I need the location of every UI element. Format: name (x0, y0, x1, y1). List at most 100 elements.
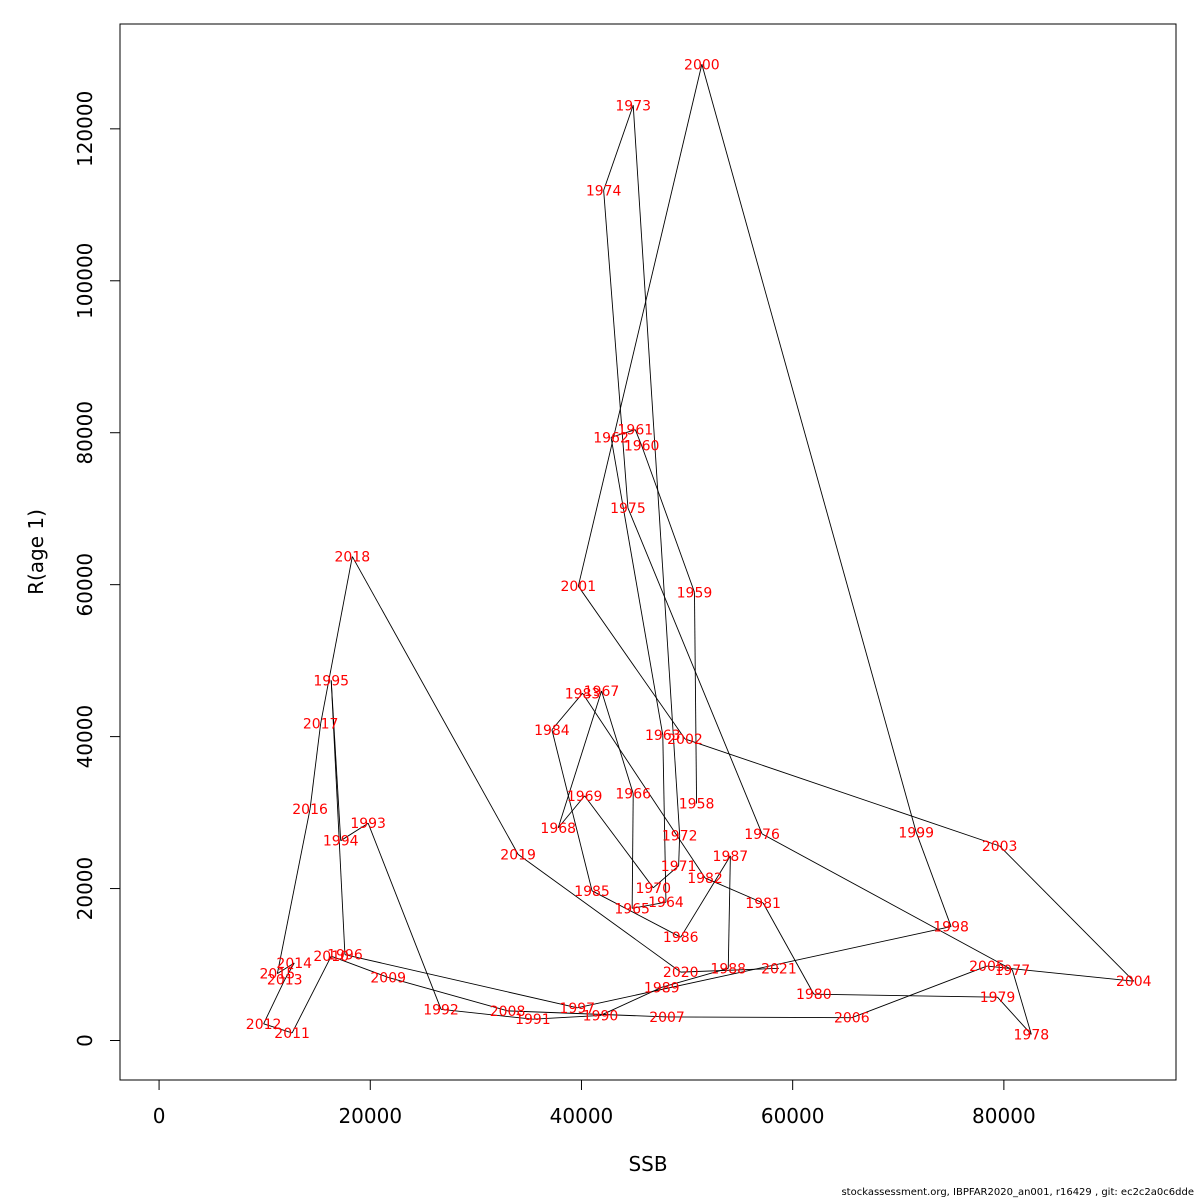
trajectory-segment-1995-1996 (330, 680, 346, 955)
trajectory-segment-1971-1972 (678, 835, 681, 866)
trajectory-segment-1991-1992 (440, 1008, 533, 1020)
trajectory-segment-2000-2001 (577, 64, 703, 587)
year-label-1965: 1965 (614, 901, 650, 917)
year-label-1980: 1980 (796, 987, 832, 1003)
year-label-1990: 1990 (583, 1008, 619, 1024)
trajectory-segment-2006-2007 (667, 1016, 852, 1019)
trajectory-segment-1976-1977 (761, 833, 1013, 971)
year-label-1959: 1959 (677, 585, 713, 601)
y-tick-label-100000: 100000 (73, 243, 97, 319)
year-label-1964: 1964 (648, 895, 684, 911)
trajectory-segment-2008-2009 (388, 977, 508, 1012)
trajectory-segment-1997-1998 (577, 926, 952, 1009)
trajectory-segment-1977-1978 (1011, 969, 1032, 1035)
year-label-1972: 1972 (662, 828, 698, 844)
year-label-1993: 1993 (350, 816, 386, 832)
x-tick-label-20000: 20000 (338, 1104, 402, 1128)
trajectory-segment-1969-1970 (584, 795, 654, 889)
trajectory-segment-2016-2017 (309, 723, 322, 809)
y-tick-label-20000: 20000 (73, 857, 97, 921)
y-tick-label-40000: 40000 (73, 705, 97, 769)
x-axis-title: SSB (628, 1152, 667, 1176)
trajectory-segment-1999-2000 (701, 64, 917, 833)
trajectory-segment-2003-2004 (999, 845, 1135, 982)
y-axis: 0 20000 40000 60000 80000 100000 120000 (73, 91, 121, 1047)
year-label-2015: 2015 (260, 967, 296, 983)
trajectory-segment-1964-1965 (632, 901, 667, 909)
trajectory-segment-1965-1966 (631, 793, 634, 909)
trajectory-segment-1987-1988 (727, 855, 731, 969)
trajectory-line-group (263, 64, 1135, 1035)
year-label-1977: 1977 (994, 963, 1030, 979)
year-label-1960: 1960 (624, 439, 660, 455)
year-label-1979: 1979 (980, 990, 1016, 1006)
trajectory-segment-1996-1997 (344, 954, 578, 1009)
year-label-1966: 1966 (615, 787, 651, 803)
trajectory-segment-2013-2014 (284, 962, 295, 980)
trajectory-segment-2012-2013 (263, 979, 286, 1024)
y-tick-label-80000: 80000 (73, 401, 97, 465)
year-label-1989: 1989 (644, 980, 680, 996)
year-label-2017: 2017 (303, 717, 339, 733)
year-label-1985: 1985 (574, 884, 610, 900)
trajectory-segment-1998-1999 (915, 832, 952, 927)
trajectory-segment-1988-1989 (661, 967, 729, 988)
year-label-2004: 2004 (1116, 974, 1152, 990)
year-label-2020: 2020 (663, 965, 699, 981)
trajectory-segment-1962-1963 (610, 437, 664, 736)
year-label-2018: 2018 (334, 550, 370, 566)
trajectory-segment-2001-2002 (577, 585, 686, 740)
year-label-2003: 2003 (982, 839, 1018, 855)
trajectory-segment-2005-2006 (851, 965, 988, 1019)
trajectory-segment-1974-1975 (603, 190, 629, 508)
trajectory-segment-1966-1967 (601, 690, 634, 794)
year-label-1974: 1974 (586, 183, 622, 199)
year-label-1983: 1983 (565, 686, 601, 702)
plot-frame (119, 23, 1177, 1081)
trajectory-segment-1967-1968 (557, 690, 602, 828)
trajectory-segment-1968-1969 (557, 795, 585, 829)
y-tick-label-0: 0 (73, 1034, 97, 1047)
trajectory-segment-2017-2018 (320, 556, 353, 724)
trajectory-segment-2009-2010 (331, 955, 389, 978)
trajectory-segment-1958-1959 (694, 592, 698, 804)
trajectory-segment-1986-1987 (680, 855, 731, 938)
year-label-2019: 2019 (500, 847, 536, 863)
trajectory-segment-1992-1993 (367, 823, 442, 1010)
year-label-2002: 2002 (667, 732, 703, 748)
trajectory-segment-2010-2011 (291, 955, 332, 1034)
trajectory-segment-1978-1979 (997, 996, 1032, 1035)
year-label-1976: 1976 (744, 827, 780, 843)
trajectory-segment-2019-2020 (517, 854, 681, 973)
year-label-1967: 1967 (584, 684, 620, 700)
year-label-2016: 2016 (292, 802, 328, 818)
year-label-1958: 1958 (679, 796, 715, 812)
trajectory-segment-1993-1994 (340, 822, 369, 842)
year-label-2014: 2014 (276, 956, 312, 972)
year-label-1962: 1962 (593, 430, 629, 446)
y-axis-title: R(age 1) (24, 509, 48, 595)
year-label-1968: 1968 (540, 821, 576, 837)
year-label-2005: 2005 (969, 959, 1005, 975)
year-label-2008: 2008 (490, 1004, 526, 1020)
trajectory-segment-1980-1981 (762, 902, 815, 995)
year-label-2012: 2012 (246, 1017, 282, 1033)
year-label-1971: 1971 (661, 859, 697, 875)
trajectory-segment-1973-1974 (603, 105, 634, 191)
year-label-1992: 1992 (423, 1002, 459, 1018)
year-label-1970: 1970 (635, 881, 671, 897)
year-label-2009: 2009 (370, 970, 406, 986)
trajectory-segment-1972-1973 (632, 105, 681, 836)
trajectory-segment-2018-2019 (351, 556, 519, 855)
year-label-1975: 1975 (610, 501, 646, 517)
year-label-1981: 1981 (745, 896, 781, 912)
year-label-1999: 1999 (898, 825, 934, 841)
x-tick-label-60000: 60000 (761, 1104, 825, 1128)
year-label-1973: 1973 (615, 98, 651, 114)
year-label-1997: 1997 (559, 1001, 595, 1017)
trajectory-segment-2004-2005 (986, 965, 1134, 982)
year-label-2000: 2000 (684, 57, 720, 73)
year-label-1978: 1978 (1014, 1027, 1050, 1043)
x-tick-label-80000: 80000 (972, 1104, 1036, 1128)
